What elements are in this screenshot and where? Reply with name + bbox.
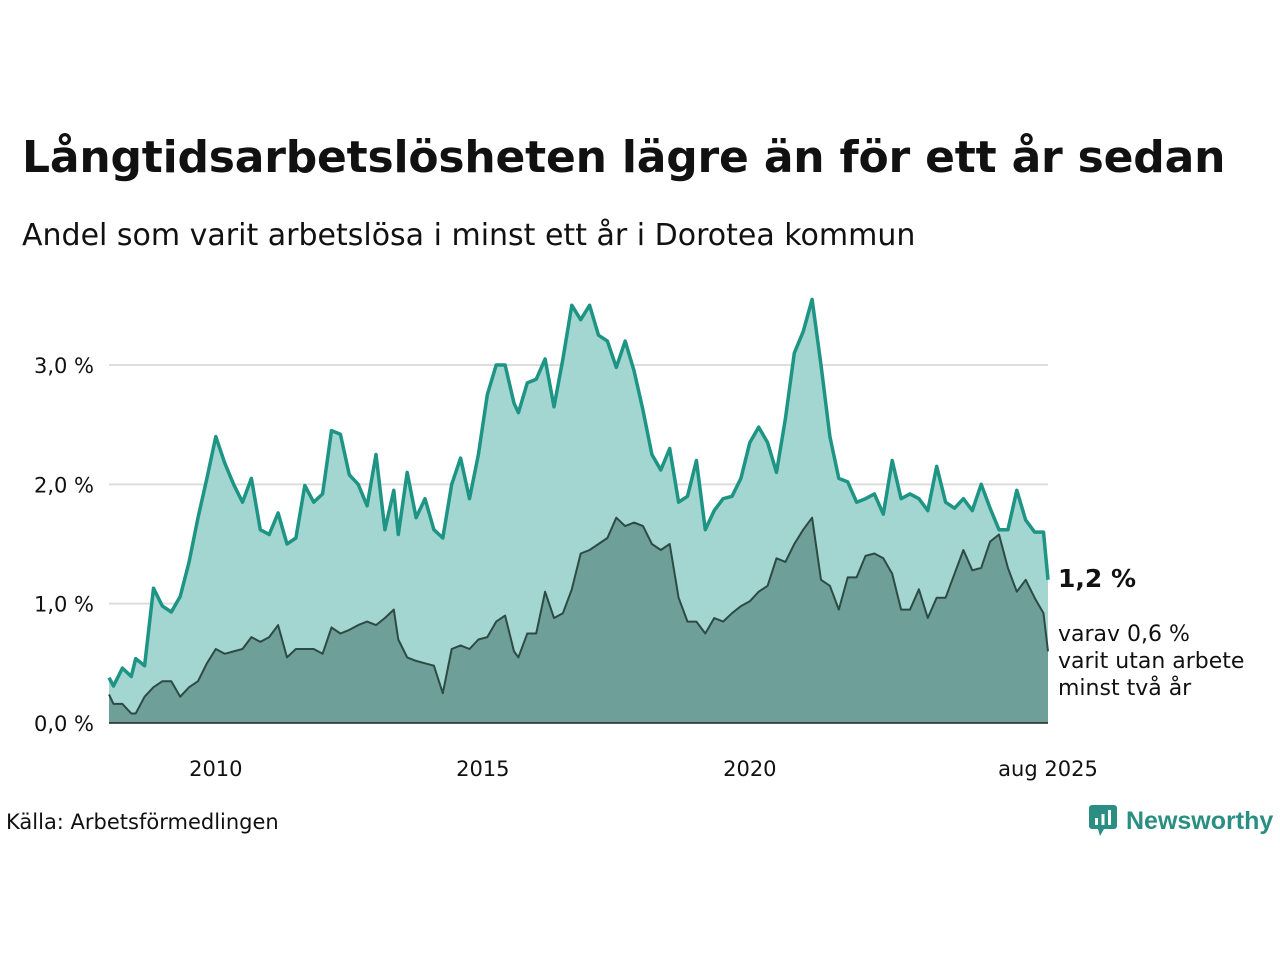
x-tick-label: 2010 [189,757,242,781]
chart-title: Långtidsarbetslösheten lägre än för ett … [22,132,1226,183]
series-areas [107,297,1050,724]
series-area-two-year [109,517,1048,723]
end-label-sub-line: varav 0,6 % [1058,622,1190,647]
y-tick-label: 2,0 % [34,473,94,497]
newsworthy-logo: Newsworthy [1088,804,1273,838]
end-label-sub-line: varit utan arbete [1058,649,1244,674]
x-tick-label: 2020 [723,757,776,781]
y-tick-label: 0,0 % [34,712,94,736]
y-tick-label: 3,0 % [34,354,94,378]
newsworthy-logo-icon [1089,805,1117,836]
y-tick-label: 1,0 % [34,593,94,617]
source-note: Källa: Arbetsförmedlingen [6,810,279,834]
brand-name: Newsworthy [1126,806,1274,835]
end-label-total: 1,2 % [1058,564,1136,593]
axis-labels: 0,0 % 1,0 % 2,0 % 3,0 % 2010 2015 2020 aug 2025 [34,354,1098,781]
x-tick-label: aug 2025 [998,757,1098,781]
chart-subtitle: Andel som varit arbetslösa i minst ett å… [22,218,916,253]
series-line-total [107,297,1050,688]
end-label-sub-line: minst två år [1058,675,1192,701]
x-tick-label: 2015 [456,757,509,781]
series-line-two-year [108,516,1049,715]
